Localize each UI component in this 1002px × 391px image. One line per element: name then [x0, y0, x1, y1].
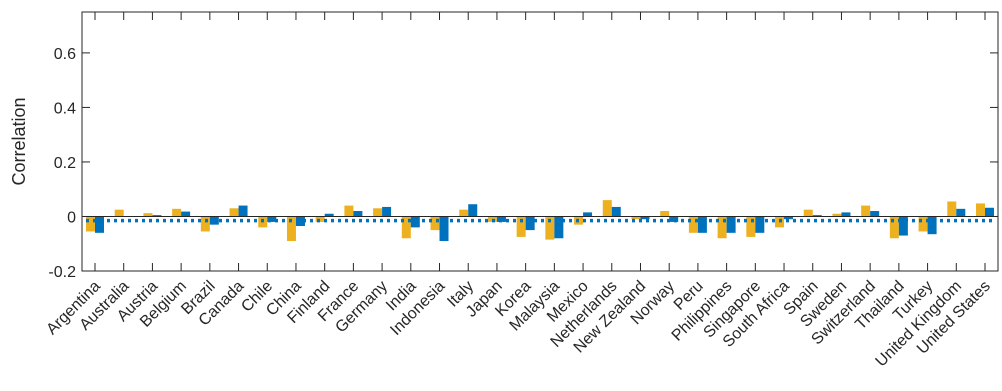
bar-netherlands-series-1	[602, 200, 612, 217]
bar-indonesia-series-1	[430, 216, 440, 231]
bar-finland-series-2	[324, 213, 334, 217]
bar-united-states-series-1	[976, 203, 985, 217]
bar-argentina-series-1	[86, 216, 95, 232]
y-tick-label: 0	[67, 209, 76, 226]
bar-singapore-series-1	[746, 216, 756, 237]
y-tick-label: -0.2	[48, 264, 76, 281]
bar-belgium-series-1	[172, 208, 182, 217]
bar-france-series-1	[344, 205, 354, 217]
bar-spain-series-2	[812, 215, 822, 217]
plot-area-frame	[81, 11, 999, 272]
bar-malaysia-series-1	[545, 216, 555, 240]
bar-korea-series-1	[516, 216, 526, 237]
bar-canada-series-1	[229, 208, 239, 217]
bar-united-states-series-2	[985, 207, 994, 217]
bar-norway-series-2	[669, 216, 679, 222]
bar-sweden-series-2	[841, 212, 851, 217]
bar-spain-series-1	[803, 209, 813, 217]
bar-chile-series-2	[267, 216, 277, 222]
bar-malaysia-series-2	[554, 216, 564, 239]
bar-china-series-1	[286, 216, 296, 242]
bar-switzerland-series-1	[861, 205, 871, 217]
bar-indonesia-series-2	[439, 216, 449, 242]
bar-india-series-1	[401, 216, 411, 239]
y-axis-label: Correlation	[9, 97, 29, 185]
y-tick-label: 0.6	[54, 46, 76, 63]
bar-turkey-series-2	[927, 216, 937, 235]
bar-group	[86, 200, 994, 242]
bar-austria-series-1	[143, 213, 153, 217]
bar-germany-series-1	[373, 208, 383, 217]
bar-italy-series-1	[459, 209, 469, 217]
bar-australia-series-1	[114, 209, 124, 217]
bar-canada-series-2	[238, 205, 248, 217]
bar-netherlands-series-2	[611, 206, 621, 217]
bar-philippines-series-2	[726, 216, 736, 233]
bar-norway-series-1	[660, 211, 670, 217]
y-tick-label: 0.2	[54, 155, 76, 172]
bar-new-zealand-series-1	[631, 216, 641, 220]
y-tick-label: 0.4	[54, 100, 76, 117]
bar-south-africa-series-2	[784, 216, 794, 220]
bar-finland-series-1	[315, 216, 325, 222]
bar-mexico-series-2	[583, 212, 593, 217]
bar-china-series-2	[295, 216, 305, 227]
x-axis: ArgentinaAustraliaAustriaBelgiumBrazilCa…	[43, 12, 994, 370]
bar-brazil-series-1	[200, 216, 210, 232]
bar-peru-series-2	[697, 216, 707, 233]
bar-thailand-series-1	[889, 216, 899, 239]
bar-united-kingdom-series-1	[947, 201, 957, 217]
bar-philippines-series-1	[717, 216, 727, 239]
bar-france-series-2	[353, 211, 363, 217]
bar-korea-series-2	[525, 216, 535, 231]
bar-switzerland-series-2	[870, 211, 880, 217]
bar-italy-series-2	[468, 204, 478, 217]
bar-turkey-series-1	[918, 216, 928, 232]
bar-new-zealand-series-2	[640, 216, 650, 220]
y-axis: -0.2 0 0.2 0.4 0.6	[48, 46, 998, 281]
bar-belgium-series-2	[181, 211, 191, 217]
bar-thailand-series-2	[898, 216, 908, 236]
bar-sweden-series-1	[832, 213, 842, 217]
bar-peru-series-1	[688, 216, 698, 233]
bar-united-kingdom-series-2	[956, 208, 966, 217]
bar-germany-series-2	[382, 206, 392, 217]
bar-singapore-series-2	[755, 216, 765, 233]
bar-argentina-series-2	[95, 216, 104, 233]
bar-austria-series-2	[152, 215, 162, 217]
